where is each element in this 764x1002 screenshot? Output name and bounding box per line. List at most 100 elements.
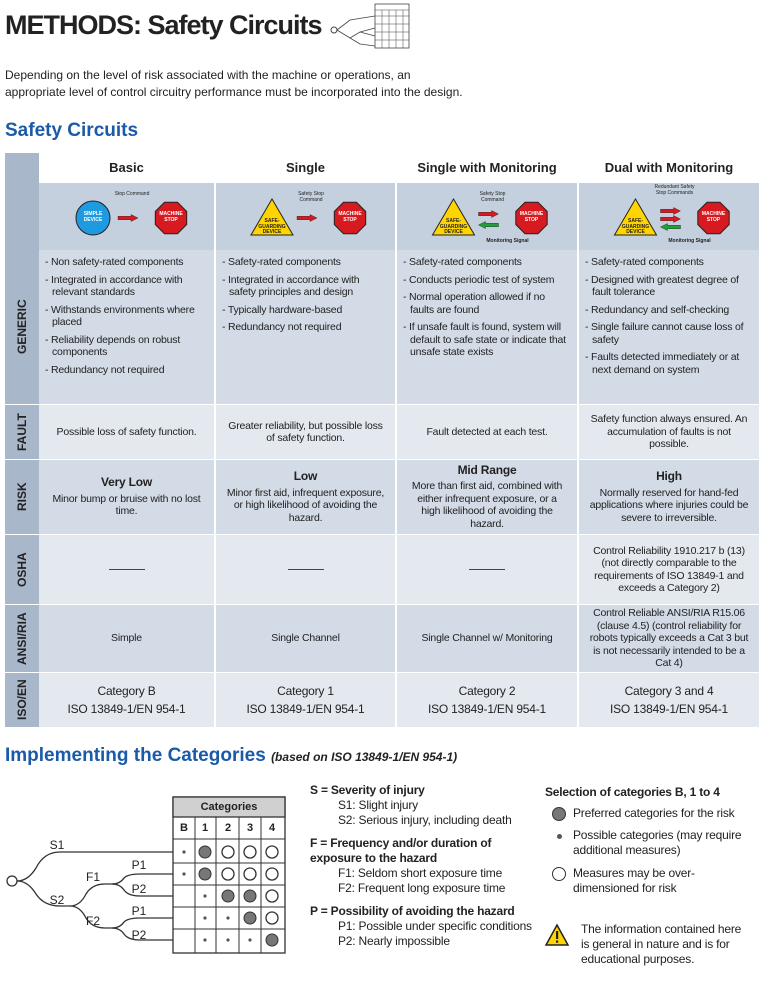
row-label: FAULT bbox=[5, 405, 39, 460]
cell-text: Control Reliability 1910.217 b (13) (not… bbox=[593, 544, 745, 595]
table-cell: Safety function always ensured. An accum… bbox=[579, 405, 759, 459]
symbol-possible bbox=[182, 872, 186, 876]
symbol-over bbox=[265, 845, 279, 859]
legend-item: S2: Serious injury, including death bbox=[338, 813, 512, 827]
symbol-preferred bbox=[265, 933, 279, 947]
stop-label: MACHINE STOP bbox=[519, 211, 544, 223]
bullet: Withstands environments where placed bbox=[45, 304, 204, 329]
legend-item: S1: Slight injury bbox=[338, 798, 418, 812]
table-cell: Low Minor first aid, infrequent exposure,… bbox=[216, 460, 395, 534]
stop-label: MACHINE STOP bbox=[159, 211, 183, 223]
caution-icon bbox=[545, 923, 569, 946]
symbol-preferred bbox=[243, 911, 257, 925]
table-cell: Single Channel w/ Monitoring bbox=[397, 605, 577, 672]
grid-column: 3 bbox=[247, 822, 253, 834]
symbol-over bbox=[265, 889, 279, 903]
cell-text: Fault detected at each test. bbox=[426, 425, 548, 438]
table-cell: Safety-rated components Integrated in acc… bbox=[216, 250, 395, 404]
device-label: SIMPLE DEVICE bbox=[83, 211, 103, 223]
tree-label: S1 bbox=[50, 838, 65, 852]
tree-label: F1 bbox=[86, 870, 100, 884]
thumbnail bbox=[330, 3, 410, 49]
legend-item: P2: Nearly impossible bbox=[338, 934, 450, 948]
cell-text: Normally reserved for hand-fed applicati… bbox=[589, 486, 749, 524]
bullet: Designed with greatest degree of fault t… bbox=[585, 274, 749, 299]
cell-text: Safety function always ensured. An accum… bbox=[590, 413, 748, 451]
legend-item: F2: Frequent long exposure time bbox=[338, 881, 506, 895]
table-cell: Non safety-rated components Integrated in… bbox=[39, 250, 214, 404]
diagram-cell: SAFE-GUARDING DEVICE MACHINE STOP Safety S… bbox=[397, 183, 577, 250]
cell-subtext: ISO 13849-1/EN 954-1 bbox=[427, 702, 547, 716]
device-label: SAFE-GUARDING DEVICE bbox=[439, 218, 468, 235]
dash bbox=[469, 569, 505, 570]
arrow bbox=[660, 207, 681, 215]
category-diagram: Categories B 1 2 3 4 S1 S2 F1 F2 P1 P2 P1 P2 bbox=[6, 796, 286, 954]
signal-label: Monitoring Signal bbox=[486, 238, 529, 244]
table-cell: Simple bbox=[39, 605, 214, 672]
table-cell: Fault detected at each test. bbox=[397, 405, 577, 459]
row-label-column bbox=[5, 153, 39, 728]
row-label: RISK bbox=[5, 460, 39, 535]
stop-icon bbox=[154, 201, 188, 235]
bullet: Normal operation allowed if no faults ar… bbox=[403, 291, 567, 316]
risk-level: Mid Range bbox=[457, 462, 517, 477]
table-cell: Very Low Minor bump or bruise with no los… bbox=[39, 460, 214, 534]
bullet: Single failure cannot cause loss of safe… bbox=[585, 321, 749, 346]
diagram-cell: SIMPLE DEVICE MACHINE STOP Stop Command bbox=[39, 183, 214, 250]
grid-column: 4 bbox=[269, 822, 276, 834]
cell-text: Category 1 bbox=[277, 684, 334, 698]
arrow bbox=[478, 210, 499, 218]
cell-text: Control Reliable ANSI/RIA R15.06 (clause… bbox=[589, 607, 749, 670]
legend: S = Severity of injury S1: Slight injury S… bbox=[310, 783, 540, 949]
table-cell: Category 2 ISO 13849-1/EN 954-1 bbox=[397, 673, 577, 727]
symbol-over bbox=[221, 845, 235, 859]
row-label: OSHA bbox=[5, 535, 39, 605]
device-label: SAFE-GUARDING DEVICE bbox=[258, 218, 286, 235]
tree-label: P2 bbox=[132, 928, 147, 942]
diagram bbox=[431, 198, 548, 236]
bullet: Faults detected immediately or at next d… bbox=[585, 351, 749, 376]
cell-text: Greater reliability, but possible loss o… bbox=[228, 419, 383, 445]
symbol-preferred bbox=[198, 845, 212, 859]
risk-level: High bbox=[656, 469, 682, 483]
dash bbox=[108, 569, 145, 570]
cell-text: Simple bbox=[111, 632, 142, 645]
device-label: SAFE-GUARDING DEVICE bbox=[621, 218, 650, 235]
note: The information contained here is genera… bbox=[581, 922, 742, 966]
table-cell bbox=[216, 535, 395, 604]
risk-level: Low bbox=[293, 469, 318, 483]
legend-head: S = Severity of injury bbox=[310, 783, 425, 797]
symbol-preferred bbox=[243, 889, 257, 903]
table-cell: Category B ISO 13849-1/EN 954-1 bbox=[39, 673, 214, 727]
selection-item: Possible categories (may require additio… bbox=[573, 828, 742, 857]
legend-head: F = Frequency and/or duration of exposur… bbox=[310, 836, 492, 865]
diagram bbox=[613, 198, 730, 236]
table-cell bbox=[397, 535, 577, 604]
table-cell: Mid Range More than first aid, combined w… bbox=[397, 460, 577, 534]
bullet: If unsafe fault is found, system will de… bbox=[403, 321, 567, 359]
symbol-preferred bbox=[221, 889, 235, 903]
selection-symbol bbox=[552, 867, 566, 881]
symbol-possible bbox=[203, 916, 207, 920]
table-cell: Safety-rated components Designed with gre… bbox=[579, 250, 759, 404]
column-header: Basic bbox=[39, 153, 214, 183]
table-cell: Control Reliable ANSI/RIA R15.06 (clause… bbox=[579, 605, 759, 672]
page-title: METHODS: Safety Circuits bbox=[5, 10, 323, 40]
bullet: Safety-rated components bbox=[403, 256, 567, 269]
cell-text: Category B bbox=[97, 684, 156, 698]
bullet: Redundancy and self-checking bbox=[585, 304, 749, 317]
command-label: Safety Stop Command bbox=[298, 191, 324, 203]
symbol-possible bbox=[182, 850, 186, 854]
legend-item: P1: Possible under specific conditions bbox=[338, 919, 532, 933]
bullet: Non safety-rated components bbox=[45, 256, 204, 269]
table-cell: Category 1 ISO 13849-1/EN 954-1 bbox=[216, 673, 395, 727]
grid-column: 2 bbox=[225, 822, 231, 834]
cell-text: Category 3 and 4 bbox=[624, 684, 714, 698]
stop-label: MACHINE STOP bbox=[338, 211, 362, 223]
tree-label: P1 bbox=[132, 904, 147, 918]
section-subtitle: (based on ISO 13849-1/EN 954-1) bbox=[271, 750, 458, 764]
stop-icon bbox=[333, 201, 367, 235]
bullet: Redundancy not required bbox=[45, 364, 204, 377]
tree-label: S2 bbox=[50, 893, 65, 907]
table-cell: Category 3 and 4 ISO 13849-1/EN 954-1 bbox=[579, 673, 759, 727]
